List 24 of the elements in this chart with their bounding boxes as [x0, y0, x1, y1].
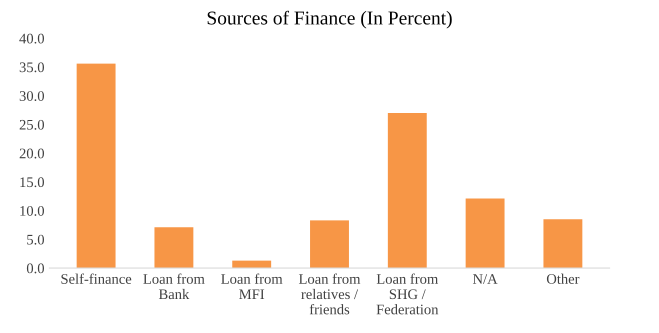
x-tick-label: Loan from MFI — [221, 273, 282, 299]
y-tick-label: 40.0 — [19, 34, 44, 44]
y-tick-label: 10.0 — [20, 206, 44, 216]
x-tick-label: Loan from Bank — [143, 273, 205, 300]
y-tick-label: 25.0 — [20, 120, 44, 130]
x-tick-label: Loan from relatives / friends — [298, 273, 360, 314]
y-tick-label: 0.0 — [26, 263, 44, 274]
x-tick-label: Other — [546, 274, 580, 284]
bar — [543, 219, 582, 268]
x-tick-label: Loan from SHG / Federation — [376, 273, 438, 314]
bar — [232, 260, 272, 268]
bar — [154, 227, 194, 268]
y-tick-label: 5.0 — [27, 234, 44, 245]
bar — [310, 220, 349, 268]
y-tick-label: 30.0 — [20, 91, 44, 102]
y-tick-label: 20.0 — [20, 148, 44, 158]
bar — [76, 64, 116, 268]
y-tick-label: 15.0 — [20, 177, 44, 188]
bar — [388, 112, 427, 268]
chart-title: Sources of Finance (In Percent) — [208, 10, 452, 29]
x-tick-label: N/A — [472, 274, 498, 284]
y-tick-label: 35.0 — [20, 62, 44, 72]
bar — [466, 198, 505, 268]
x-tick-label: Self-finance — [61, 273, 132, 284]
